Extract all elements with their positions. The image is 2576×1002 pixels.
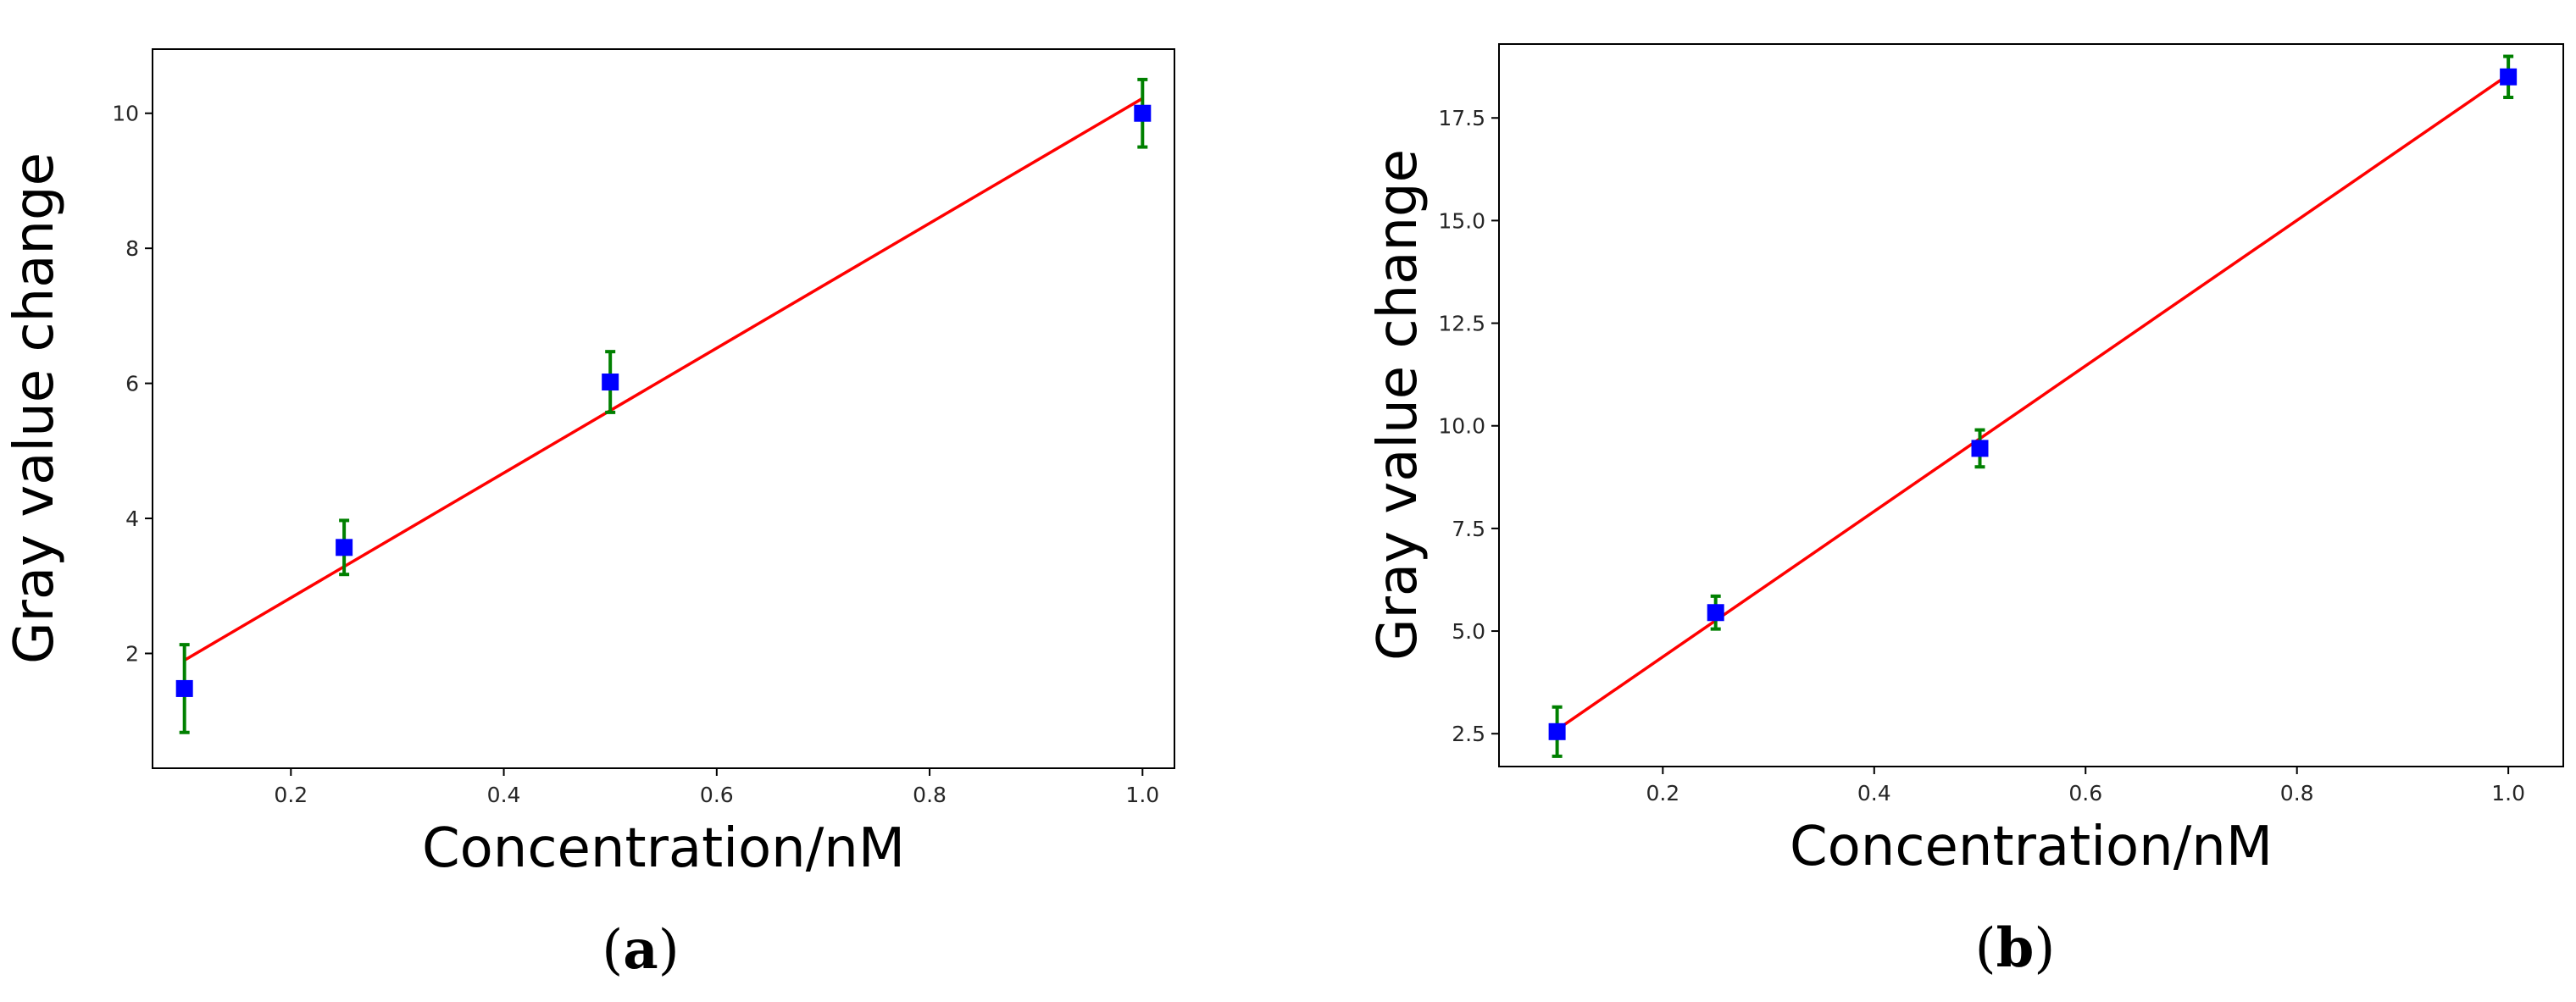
panel-letter: b [1996, 916, 2035, 980]
y-tick-label: 15.0 [1438, 208, 1485, 233]
chart-panel-b: 0.2 0.4 0.6 0.8 1.0 2.5 5.0 7.5 10.0 12.5 15.0 17.5… [1367, 43, 2564, 980]
data-point [602, 374, 619, 391]
x-tick-label: 1.0 [1125, 783, 1159, 807]
x-tick-label: 0.8 [2280, 781, 2314, 805]
plot-frame [1498, 43, 2564, 767]
data-point [1707, 604, 1724, 622]
fit-line [1556, 73, 2510, 731]
y-tick-label: 10 [112, 102, 139, 126]
y-tick-label: 12.5 [1438, 312, 1485, 336]
y-tick-label: 2 [125, 641, 139, 666]
y-tick-label: 5.0 [1452, 619, 1485, 644]
panel-letter: a [623, 918, 658, 982]
x-tick-label: 0.4 [487, 783, 521, 807]
x-tick-label: 0.6 [700, 783, 734, 807]
data-point [1134, 104, 1152, 122]
x-tick-label: 0.4 [1857, 781, 1891, 805]
fit-line [183, 97, 1144, 662]
y-axis-title: Gray value change [3, 152, 66, 664]
x-axis-title: Concentration/nM [1790, 816, 2273, 878]
y-axis-title: Gray value change [1367, 149, 1430, 661]
data-point [336, 539, 353, 556]
y-tick-label: 10.0 [1438, 414, 1485, 439]
data-point [1971, 440, 1989, 457]
y-tick-label: 8 [125, 236, 139, 261]
x-tick-label: 0.8 [913, 783, 947, 807]
panel-label: (b) [1975, 916, 2056, 980]
data-point [1548, 722, 1566, 740]
x-tick-label: 0.2 [274, 783, 308, 807]
plot-frame [152, 48, 1175, 769]
x-tick-label: 1.0 [2491, 781, 2525, 805]
panel-label: (a) [602, 918, 679, 982]
x-axis-title: Concentration/nM [422, 817, 905, 880]
data-point [2500, 68, 2518, 86]
y-tick-label: 4 [125, 507, 139, 531]
y-tick-label: 17.5 [1438, 106, 1485, 130]
x-tick-label: 0.2 [1646, 781, 1679, 805]
x-tick-label: 0.6 [2068, 781, 2102, 805]
y-tick-label: 2.5 [1452, 722, 1485, 746]
y-tick-label: 6 [125, 372, 139, 396]
data-point [175, 679, 193, 697]
y-tick-label: 7.5 [1452, 517, 1485, 541]
chart-panel-a: 0.2 0.4 0.6 0.8 1.0 2 4 6 8 10 Gray value change Co… [3, 48, 1175, 982]
